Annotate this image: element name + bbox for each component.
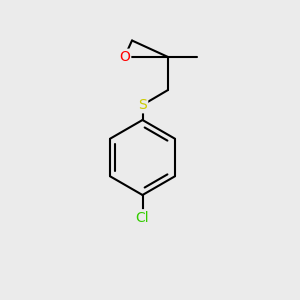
Text: O: O — [119, 50, 130, 64]
Text: S: S — [138, 98, 147, 112]
Text: Cl: Cl — [136, 211, 149, 224]
